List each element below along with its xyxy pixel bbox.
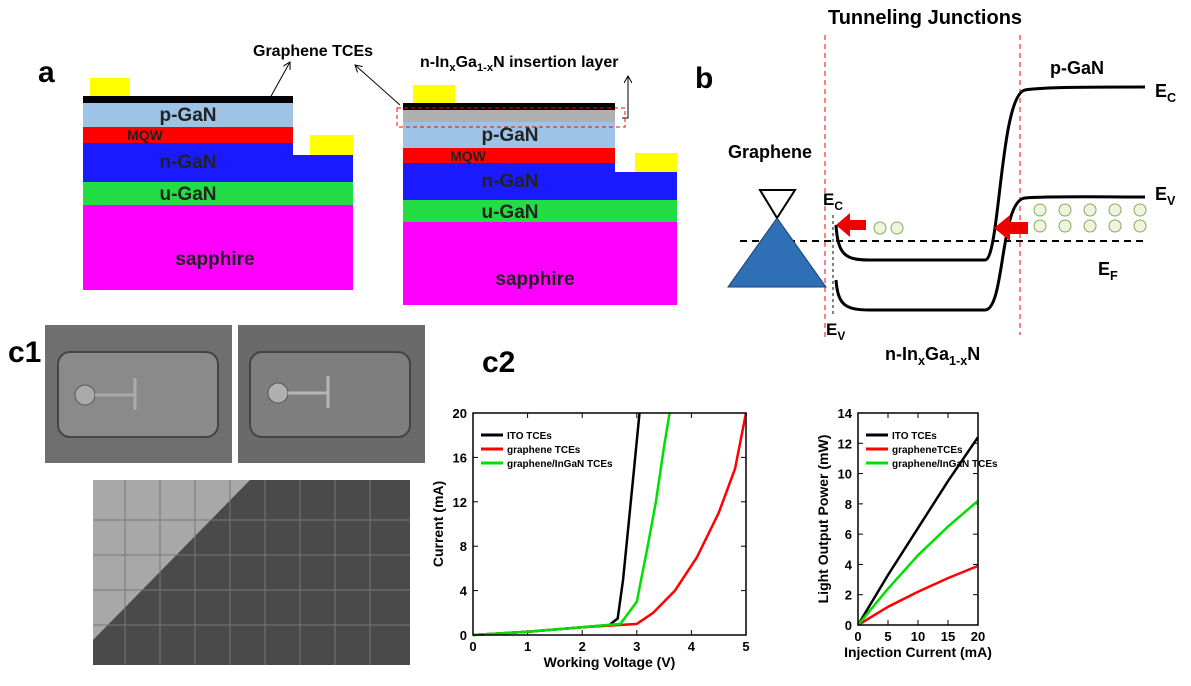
- u-gan-layer: [403, 200, 677, 222]
- annotation: Graphene TCEs: [253, 43, 373, 60]
- legend-label: ITO TCEs: [507, 431, 552, 442]
- x-tick-label: 4: [688, 639, 696, 654]
- contact: [635, 153, 677, 172]
- y-tick-label: 10: [838, 467, 852, 482]
- panel-c1: c1: [8, 325, 425, 665]
- figure: a Graphene TCEs n-InxGa1-xN insertion la…: [0, 0, 1191, 686]
- layer-label: sapphire: [495, 269, 574, 290]
- layer-label: u-GaN: [482, 202, 539, 223]
- contact: [413, 85, 455, 103]
- y-tick-label: 4: [460, 584, 468, 599]
- panel-label: c1: [8, 336, 41, 369]
- legend-label: graphene/InGaN TCEs: [892, 459, 998, 470]
- layer-label: n-GaN: [160, 152, 217, 173]
- x-tick-label: 2: [579, 639, 586, 654]
- x-tick-label: 5: [884, 629, 891, 644]
- region-label: n-InxGa1-xN: [885, 344, 980, 368]
- sem-feature: [75, 385, 95, 405]
- legend-label: graphene/InGaN TCEs: [507, 459, 613, 470]
- y-axis-label: Light Output Power (mW): [815, 435, 831, 604]
- x-tick-label: 15: [941, 629, 955, 644]
- layer-label: n-GaN: [482, 171, 539, 192]
- mqw-layer: [83, 127, 293, 143]
- title: Tunneling Junctions: [828, 7, 1022, 29]
- layer-label: MQW: [450, 148, 487, 164]
- y-tick-label: 6: [845, 527, 852, 542]
- y-tick-label: 4: [845, 557, 853, 572]
- y-tick-label: 14: [838, 406, 853, 421]
- x-tick-label: 10: [911, 629, 925, 644]
- legend-label: ITO TCEs: [892, 431, 937, 442]
- panel-b: b Tunneling Junctions p-GaN Graphene EC …: [695, 7, 1176, 368]
- y-tick-label: 16: [453, 450, 467, 465]
- sem-feature: [268, 383, 288, 403]
- sapphire-layer: [83, 205, 353, 290]
- arrow: [270, 62, 290, 98]
- x-axis-label: Injection Current (mA): [844, 644, 992, 660]
- dirac-cone-filled: [728, 218, 826, 287]
- region-label: p-GaN: [1050, 58, 1104, 78]
- x-tick-label: 0: [469, 639, 476, 654]
- arrow: [355, 65, 400, 105]
- y-axis-label: Current (mA): [430, 481, 446, 567]
- y-tick-label: 20: [453, 406, 467, 421]
- contact: [310, 135, 353, 155]
- panel-label: a: [38, 56, 55, 89]
- region-label: Graphene: [728, 142, 812, 162]
- contact: [90, 78, 130, 96]
- tunneling-arrow: [836, 213, 866, 237]
- band-label: EF: [1098, 259, 1118, 283]
- band-label: EC: [823, 190, 843, 213]
- panel-label: c2: [482, 346, 515, 379]
- layer-label: MQW: [127, 127, 164, 143]
- x-tick-label: 0: [854, 629, 861, 644]
- legend-label: graphene TCEs: [507, 445, 581, 456]
- panel-a: a Graphene TCEs n-InxGa1-xN insertion la…: [38, 43, 677, 305]
- insertion-layer: [403, 110, 615, 122]
- x-tick-label: 5: [742, 639, 749, 654]
- graphene-layer: [403, 103, 615, 110]
- sapphire-layer: [403, 222, 677, 305]
- line-series: [858, 501, 978, 625]
- layer-label: p-GaN: [160, 105, 217, 126]
- y-tick-label: 0: [845, 618, 852, 633]
- u-gan-layer: [83, 182, 353, 205]
- panel-label: b: [695, 62, 713, 95]
- y-tick-label: 0: [460, 628, 467, 643]
- y-tick-label: 12: [453, 495, 467, 510]
- mqw-layer: [403, 148, 615, 163]
- layer-label: sapphire: [175, 249, 254, 270]
- x-tick-label: 3: [633, 639, 640, 654]
- y-tick-label: 2: [845, 588, 852, 603]
- y-tick-label: 12: [838, 436, 852, 451]
- band-label: EV: [1155, 184, 1176, 208]
- band-label: EV: [826, 320, 845, 343]
- graphene-layer: [83, 96, 293, 103]
- y-tick-label: 8: [845, 497, 852, 512]
- x-axis-label: Working Voltage (V): [544, 654, 676, 670]
- x-tick-label: 1: [524, 639, 531, 654]
- legend-label: grapheneTCEs: [892, 445, 963, 456]
- layer-label: u-GaN: [160, 184, 217, 205]
- layer-label: p-GaN: [482, 125, 539, 146]
- x-tick-label: 20: [971, 629, 985, 644]
- dirac-cone: [760, 190, 795, 218]
- annotation: n-InxGa1-xN insertion layer: [420, 54, 618, 74]
- y-tick-label: 8: [460, 539, 467, 554]
- band-label: EC: [1155, 81, 1176, 105]
